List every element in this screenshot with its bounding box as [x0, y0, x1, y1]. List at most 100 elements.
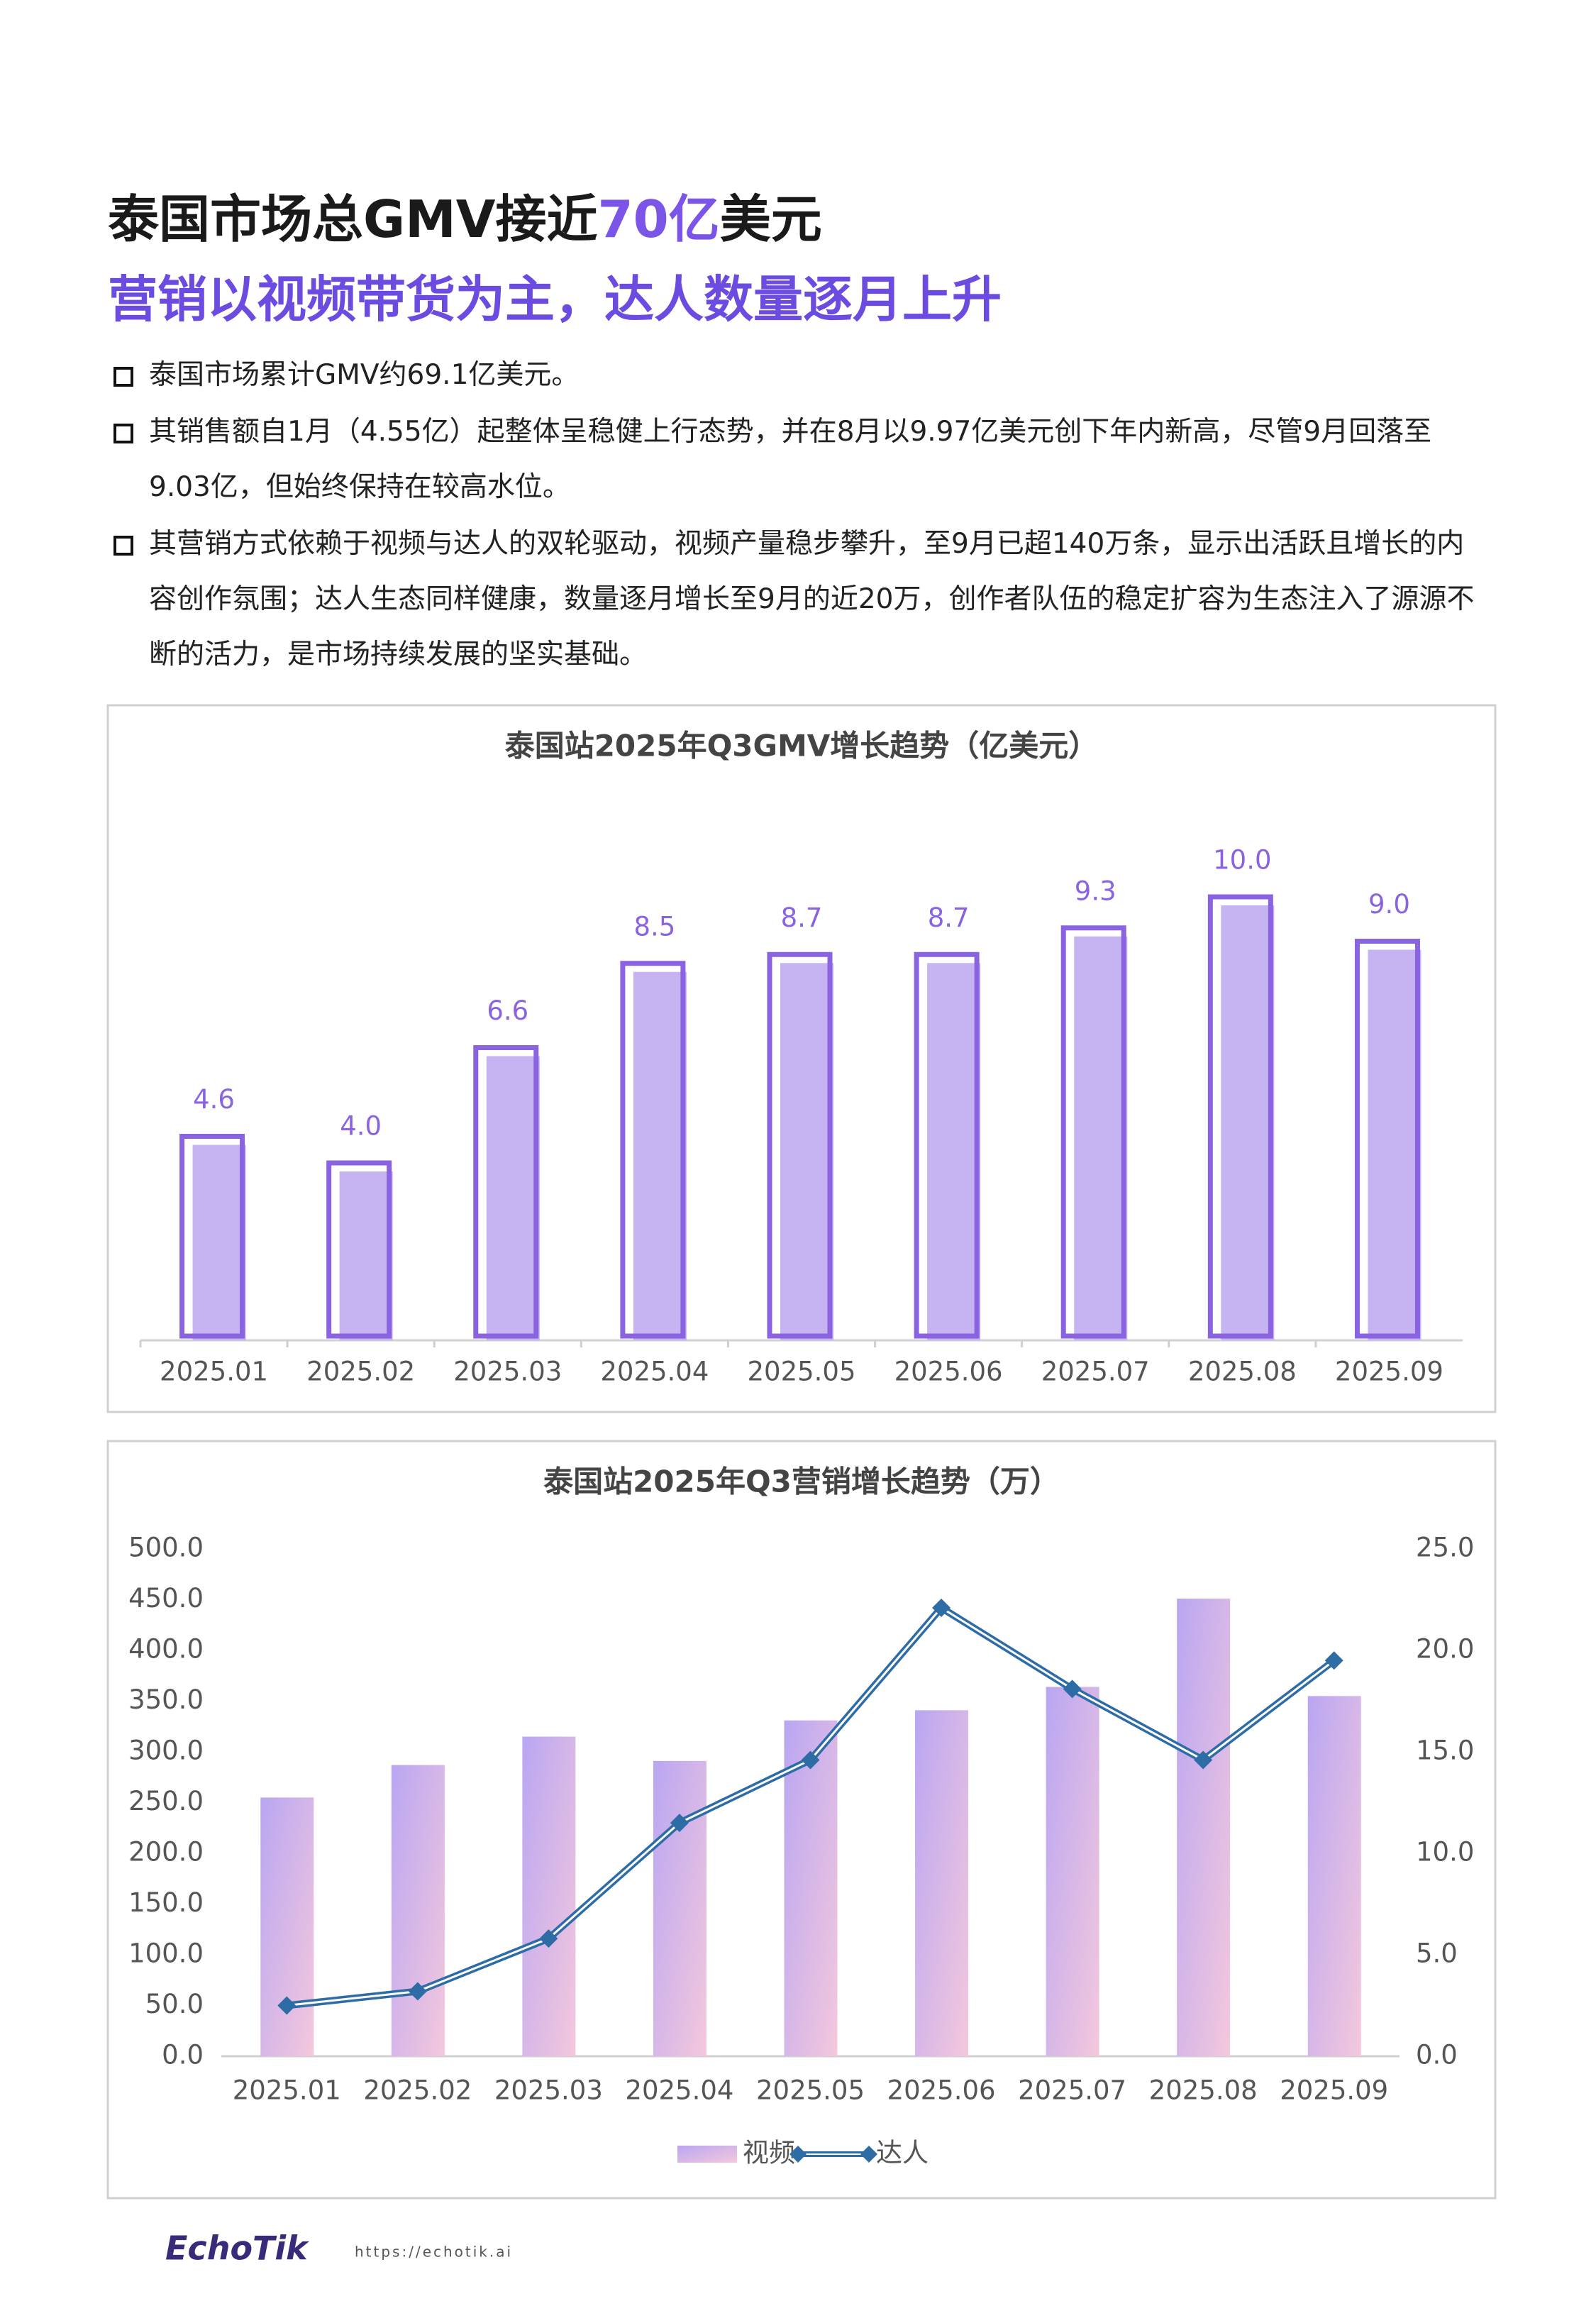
bar-outline — [1060, 925, 1126, 1339]
value-label: 4.6 — [193, 1084, 235, 1115]
x-tick-label: 2025.06 — [887, 2075, 996, 2106]
y-tick-label: 450.0 — [128, 1583, 204, 1613]
bar — [780, 963, 833, 1340]
bar-outline — [326, 1160, 392, 1339]
value-label: 8.7 — [781, 903, 823, 933]
bar — [1307, 1696, 1361, 2056]
line-marker — [277, 1996, 297, 2015]
bar — [784, 1720, 838, 2056]
chart-frame — [106, 1440, 1497, 2200]
line-marker — [539, 1929, 558, 1948]
bar — [653, 1760, 706, 2056]
y-tick-label: 300.0 — [128, 1736, 204, 1766]
x-tick-label: 2025.04 — [600, 1357, 709, 1387]
bar — [391, 1765, 445, 2056]
legend-marker — [860, 2146, 877, 2163]
x-tick-label: 2025.02 — [306, 1357, 415, 1387]
x-tick-label: 2025.01 — [233, 2075, 341, 2106]
bar-outline — [767, 951, 833, 1339]
x-tick-label: 2025.03 — [453, 1357, 562, 1387]
bar — [915, 1710, 969, 2056]
line-marker — [801, 1750, 820, 1770]
bar — [1368, 949, 1422, 1340]
y2-tick-label: 15.0 — [1416, 1736, 1474, 1766]
x-tick-label: 2025.01 — [160, 1357, 268, 1387]
bullet: 其销售额自1月（4.55亿）起整体呈稳健上行态势，并在8月以9.97亿美元创下年… — [113, 404, 1475, 515]
x-tick-label: 2025.09 — [1335, 1357, 1443, 1387]
x-tick-label: 2025.03 — [494, 2075, 603, 2106]
x-tick-label: 2025.04 — [625, 2075, 733, 2106]
line-marker — [408, 1982, 427, 2001]
x-tick-label: 2025.07 — [1041, 1357, 1150, 1387]
y2-tick-label: 20.0 — [1416, 1634, 1474, 1665]
y2-tick-label: 25.0 — [1416, 1533, 1474, 1563]
bar — [927, 963, 981, 1340]
value-label: 8.5 — [633, 911, 675, 942]
value-label: 9.0 — [1368, 889, 1410, 920]
bar — [1046, 1687, 1099, 2056]
chart-title: 泰国站2025年Q3营销增长趋势（万） — [543, 1464, 1060, 1499]
title-part: 美元 — [719, 189, 822, 249]
legend-label: 达人 — [876, 2138, 929, 2168]
y-tick-label: 400.0 — [128, 1634, 204, 1665]
bar-outline — [1207, 894, 1273, 1339]
bar-outline — [473, 1045, 539, 1339]
bar-outline — [1354, 939, 1420, 1339]
bar-outline — [179, 1134, 245, 1339]
x-tick-label: 2025.05 — [747, 1357, 855, 1387]
bar — [1074, 936, 1128, 1340]
x-tick-label: 2025.08 — [1149, 2075, 1258, 2106]
bar-outline — [620, 961, 686, 1339]
logo: EchoTik — [165, 2229, 309, 2268]
line-marker — [1063, 1679, 1082, 1699]
x-tick-label: 2025.06 — [894, 1357, 1003, 1387]
y2-tick-label: 0.0 — [1416, 2040, 1458, 2070]
bullet: 其营销方式依赖于视频与达人的双轮驱动，视频产量稳步攀升，至9月已超140万条，显… — [113, 517, 1475, 683]
line-marker — [932, 1598, 951, 1617]
bar — [486, 1056, 540, 1340]
x-tick-label: 2025.09 — [1280, 2075, 1388, 2106]
value-label: 4.0 — [340, 1111, 382, 1142]
chart-frame — [106, 704, 1497, 1413]
y-tick-label: 0.0 — [162, 2040, 204, 2070]
y-tick-label: 500.0 — [128, 1533, 204, 1563]
value-label: 10.0 — [1213, 845, 1271, 876]
x-tick-label: 2025.05 — [756, 2075, 865, 2106]
x-tick-label: 2025.02 — [363, 2075, 472, 2106]
bar-outline — [914, 951, 980, 1339]
bar — [260, 1797, 314, 2056]
y-tick-label: 150.0 — [128, 1887, 204, 1918]
y2-tick-label: 5.0 — [1416, 1938, 1458, 1969]
title-highlight: 70亿 — [597, 189, 720, 249]
bar — [633, 971, 687, 1340]
x-tick-label: 2025.08 — [1188, 1357, 1297, 1387]
y-tick-label: 250.0 — [128, 1786, 204, 1816]
page-subtitle: 营销以视频带货为主，达人数量逐月上升 — [108, 270, 1002, 329]
y-tick-label: 350.0 — [128, 1684, 204, 1715]
y2-tick-label: 10.0 — [1416, 1837, 1474, 1868]
title-part: 泰国市场总GMV接近 — [108, 189, 598, 249]
line-marker — [670, 1814, 689, 1833]
value-label: 9.3 — [1075, 876, 1116, 906]
page-title: 泰国市场总GMV接近70亿美元 — [108, 177, 822, 252]
line-marker — [1324, 1651, 1343, 1670]
legend-swatch — [677, 2146, 737, 2163]
legend-label: 视频 — [743, 2138, 795, 2168]
chart-title: 泰国站2025年Q3GMV增长趋势（亿美元） — [505, 729, 1099, 763]
value-label: 6.6 — [487, 995, 528, 1026]
y-tick-label: 200.0 — [128, 1837, 204, 1868]
footer-url: https://echotik.ai — [355, 2244, 513, 2261]
bar — [192, 1144, 246, 1340]
bar — [1221, 905, 1275, 1340]
bar — [339, 1171, 393, 1340]
value-label: 8.7 — [928, 903, 970, 933]
legend-marker — [789, 2146, 807, 2163]
x-tick-label: 2025.07 — [1018, 2075, 1126, 2106]
bullet-list: 泰国市场累计GMV约69.1亿美元。 其销售额自1月（4.55亿）起整体呈稳健上… — [113, 348, 1475, 684]
line-marker — [1194, 1750, 1213, 1770]
y-tick-label: 50.0 — [145, 1989, 204, 2019]
bar — [1177, 1599, 1231, 2056]
bar — [522, 1736, 576, 2056]
